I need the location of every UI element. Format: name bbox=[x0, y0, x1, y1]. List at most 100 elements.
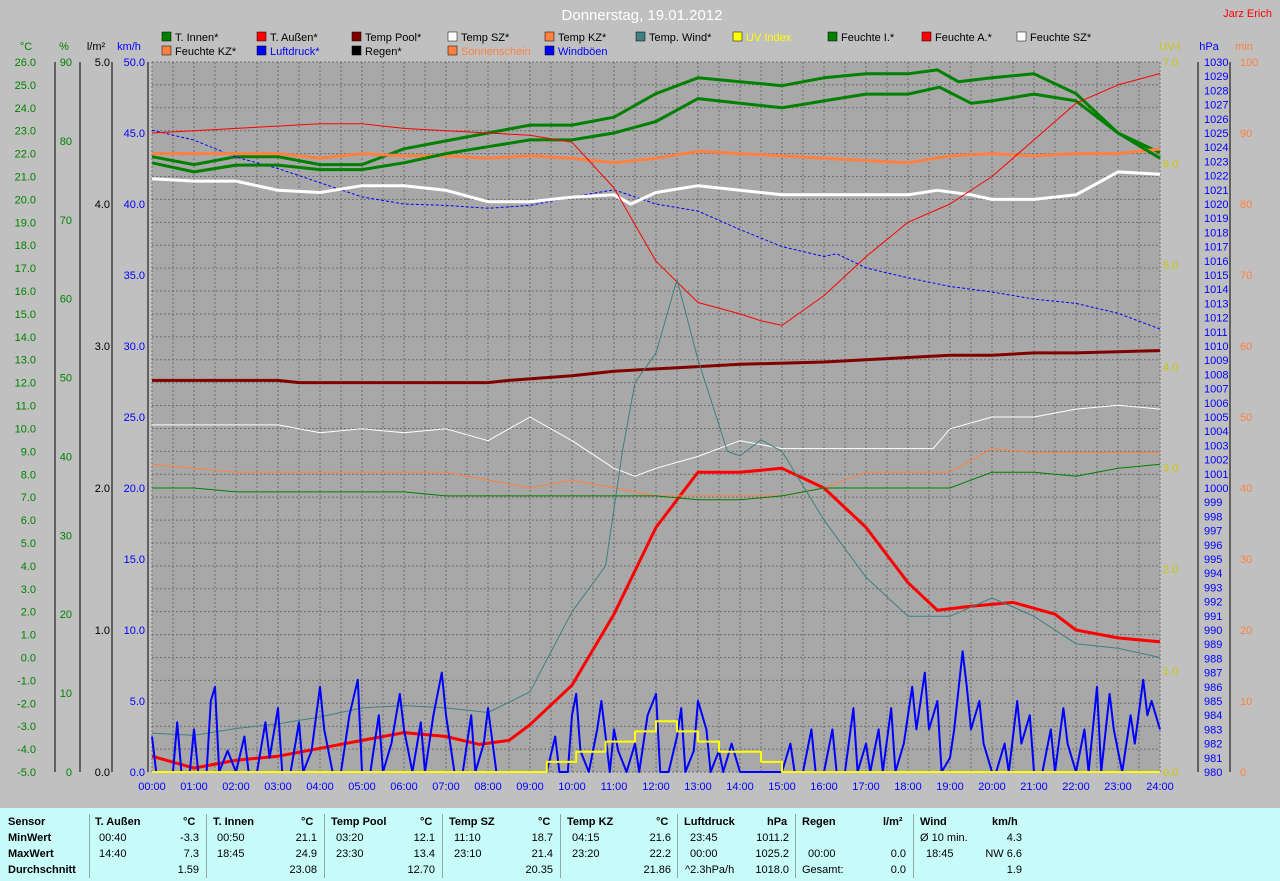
pressure-tick-label: 1013 bbox=[1204, 298, 1228, 310]
pressure-tick-label: 1006 bbox=[1204, 398, 1228, 410]
t-innen-header: T. Innen bbox=[213, 816, 254, 828]
t-aussen-avg: 1.59 bbox=[177, 864, 199, 876]
t-aussen-header: T. Außen bbox=[95, 816, 141, 828]
pressure-tick-label: 998 bbox=[1204, 511, 1222, 523]
weather-chart: Donnerstag, 19.01.2012 Jarz Erich 26.0 25… bbox=[14, 7, 1272, 793]
wind-unit: km/h bbox=[992, 816, 1018, 828]
legend-swatch bbox=[827, 31, 838, 42]
pressure-tick-label: 1007 bbox=[1204, 384, 1228, 396]
pressure-tick-label: 993 bbox=[1204, 582, 1222, 594]
temp-tick-label: -3.0 bbox=[17, 721, 36, 733]
wind-tick-label: 45.0 bbox=[124, 128, 145, 140]
temp-pool-header: Temp Pool bbox=[331, 816, 387, 828]
uv-tick-label: 6.0 bbox=[1163, 158, 1178, 170]
durchschnitt-label: Durchschnitt bbox=[8, 864, 76, 876]
temp-kz-min-time: 04:15 bbox=[572, 832, 600, 844]
temp-tick-label: 0.0 bbox=[21, 652, 36, 664]
legend-label: Temp Pool* bbox=[365, 32, 422, 44]
pressure-tick-label: 1011 bbox=[1204, 327, 1228, 339]
pressure-tick-label: 1010 bbox=[1204, 341, 1228, 353]
legend-label: Temp KZ* bbox=[558, 32, 607, 44]
x-tick-label: 01:00 bbox=[180, 781, 208, 793]
pressure-tick-label: 996 bbox=[1204, 540, 1222, 552]
temp-sz-min: 18.7 bbox=[531, 832, 553, 844]
x-tick-label: 13:00 bbox=[684, 781, 712, 793]
pressure-tick-label: 988 bbox=[1204, 653, 1222, 665]
sun-tick-label: 60 bbox=[1240, 341, 1252, 353]
legend-swatch bbox=[447, 45, 458, 56]
humidity-tick-label: 20 bbox=[60, 609, 72, 621]
legend-swatch bbox=[1016, 31, 1027, 42]
legend-swatch bbox=[544, 31, 555, 42]
t-aussen-min: -3.3 bbox=[180, 832, 199, 844]
series-feuchte-i bbox=[151, 68, 1161, 167]
sun-tick-label: 40 bbox=[1240, 483, 1252, 495]
temp-tick-label: 7.0 bbox=[21, 492, 36, 504]
temp-tick-label: 26.0 bbox=[15, 57, 36, 69]
legend-swatch bbox=[544, 45, 555, 56]
rain-tick-label: 3.0 bbox=[95, 341, 110, 353]
pressure-tick-label: 1021 bbox=[1204, 185, 1228, 197]
pressure-tick-label: 995 bbox=[1204, 554, 1222, 566]
sun-tick-label: 20 bbox=[1240, 625, 1252, 637]
pressure-tick-label: 984 bbox=[1204, 710, 1222, 722]
x-tick-label: 20:00 bbox=[978, 781, 1006, 793]
pressure-tick-label: 1005 bbox=[1204, 412, 1228, 424]
temp-tick-label: -4.0 bbox=[17, 744, 36, 756]
luftdruck-max: 1025.2 bbox=[755, 848, 789, 860]
wind-tick-label: 20.0 bbox=[124, 483, 145, 495]
pressure-tick-label: 999 bbox=[1204, 497, 1222, 509]
pressure-tick-label: 1008 bbox=[1204, 369, 1228, 381]
pressure-tick-label: 991 bbox=[1204, 611, 1222, 623]
temp-tick-label: 25.0 bbox=[15, 80, 36, 92]
pressure-tick-label: 987 bbox=[1204, 668, 1222, 680]
rain-tick-label: 5.0 bbox=[95, 57, 110, 69]
series-temp-pool bbox=[152, 349, 1161, 385]
t-innen-min-time: 00:50 bbox=[217, 832, 245, 844]
legend-swatch bbox=[351, 31, 362, 42]
pressure-tick-label: 1015 bbox=[1204, 270, 1228, 282]
x-tick-label: 23:00 bbox=[1104, 781, 1132, 793]
author-label: Jarz Erich bbox=[1223, 8, 1272, 20]
temp-kz-max-time: 23:20 bbox=[572, 848, 600, 860]
t-innen-max-time: 18:45 bbox=[217, 848, 245, 860]
pressure-tick-label: 1025 bbox=[1204, 128, 1228, 140]
regen-header: Regen bbox=[802, 816, 836, 828]
temp-tick-label: 18.0 bbox=[15, 240, 36, 252]
x-tick-label: 05:00 bbox=[348, 781, 376, 793]
uv-tick-label: 3.0 bbox=[1163, 463, 1178, 475]
legend-label: Luftdruck* bbox=[270, 46, 320, 58]
t-innen-avg: 23.08 bbox=[289, 864, 317, 876]
pressure-tick-label: 1026 bbox=[1204, 114, 1228, 126]
chart-title: Donnerstag, 19.01.2012 bbox=[562, 7, 723, 24]
sun-tick-label: 100 bbox=[1240, 57, 1258, 69]
pressure-tick-label: 1029 bbox=[1204, 71, 1228, 83]
legend-swatch bbox=[447, 31, 458, 42]
legend-label: Temp SZ* bbox=[461, 32, 510, 44]
temp-tick-label: 2.0 bbox=[21, 607, 36, 619]
series-temp-kz bbox=[152, 147, 1161, 165]
t-aussen-min-time: 00:40 bbox=[99, 832, 127, 844]
humidity-tick-label: 50 bbox=[60, 373, 72, 385]
temp-kz-header: Temp KZ bbox=[567, 816, 614, 828]
x-tick-label: 00:00 bbox=[138, 781, 166, 793]
axes: 26.0 25.0 24.0 23.0 22.0 21.0 20.0 19.0 18.0 17.0… bbox=[15, 41, 1259, 793]
legend-swatch bbox=[921, 31, 932, 42]
pressure-tick-label: 985 bbox=[1204, 696, 1222, 708]
x-tick-label: 09:00 bbox=[516, 781, 544, 793]
temp-kz-max: 22.2 bbox=[649, 848, 671, 860]
temp-pool-min-time: 03:20 bbox=[336, 832, 364, 844]
wind-max-time: 18:45 bbox=[926, 848, 954, 860]
pressure-tick-label: 989 bbox=[1204, 639, 1222, 651]
series-luftdruck bbox=[151, 129, 1161, 330]
sun-tick-label: 30 bbox=[1240, 554, 1252, 566]
temp-tick-label: 19.0 bbox=[15, 217, 36, 229]
temp-tick-label: 8.0 bbox=[21, 469, 36, 481]
pressure-tick-label: 1027 bbox=[1204, 100, 1228, 112]
x-tick-label: 15:00 bbox=[768, 781, 796, 793]
temp-tick-label: 13.0 bbox=[15, 355, 36, 367]
pressure-tick-label: 1028 bbox=[1204, 85, 1228, 97]
temp-tick-label: 11.0 bbox=[15, 401, 36, 413]
humidity-tick-label: 10 bbox=[60, 688, 72, 700]
series-t-innen bbox=[151, 85, 1161, 174]
